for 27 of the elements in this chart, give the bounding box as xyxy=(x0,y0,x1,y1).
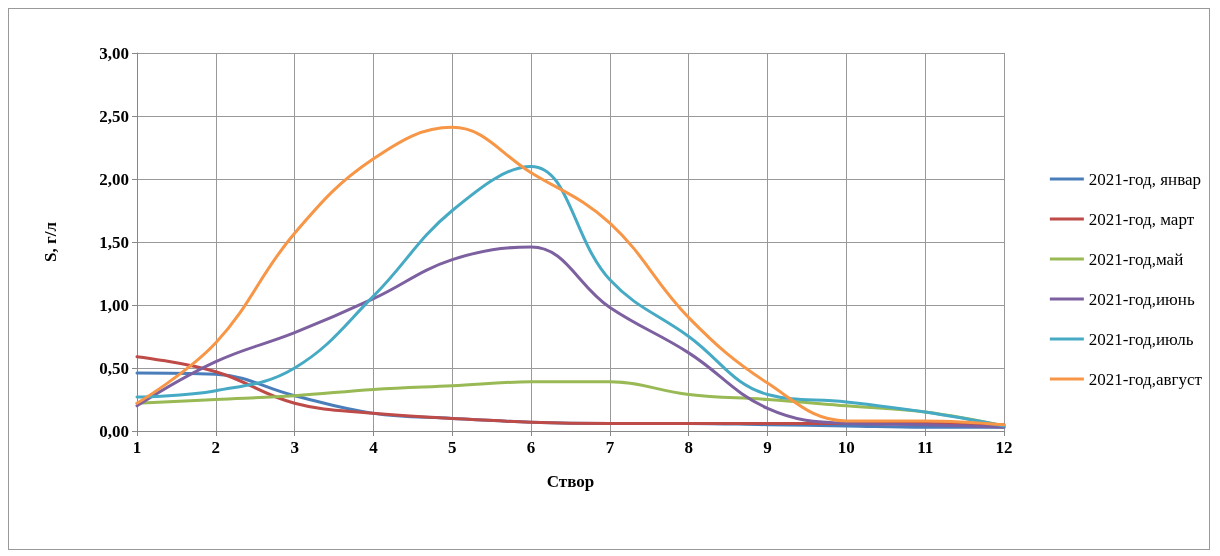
y-axis-title: S, г/л xyxy=(41,221,60,262)
x-tick-label: 10 xyxy=(837,438,855,457)
x-axis-title: Створ xyxy=(546,472,595,491)
x-tick-label: 8 xyxy=(684,438,693,457)
y-tick-label: 3,00 xyxy=(99,43,129,63)
y-tick-label: 0,50 xyxy=(99,358,129,378)
x-tick-label: 12 xyxy=(995,438,1013,457)
legend-label: 2021-год, январ xyxy=(1088,169,1201,189)
x-tick-label: 3 xyxy=(290,438,299,457)
x-tick-label: 1 xyxy=(132,438,142,457)
y-tick-label: 2,00 xyxy=(99,169,129,189)
y-tick-label: 0,00 xyxy=(99,421,129,441)
legend-label: 2021-год, март xyxy=(1088,209,1195,229)
legend-label: 2021-год,май xyxy=(1088,249,1184,269)
x-tick-label: 5 xyxy=(448,438,457,457)
x-tick-label: 6 xyxy=(526,438,536,457)
x-tick-label: 2 xyxy=(211,438,221,457)
x-tick-label: 7 xyxy=(605,438,615,457)
x-tick-label: 9 xyxy=(763,438,772,457)
x-tick-label: 4 xyxy=(369,438,379,457)
y-tick-label: 1,50 xyxy=(99,232,129,252)
x-tick-label: 11 xyxy=(917,438,934,457)
y-tick-label: 2,50 xyxy=(99,106,129,126)
legend-label: 2021-год,август xyxy=(1088,369,1203,389)
legend-label: 2021-год,июль xyxy=(1088,329,1194,349)
legend-label: 2021-год,июнь xyxy=(1088,289,1195,309)
y-tick-label: 1,00 xyxy=(99,295,129,315)
